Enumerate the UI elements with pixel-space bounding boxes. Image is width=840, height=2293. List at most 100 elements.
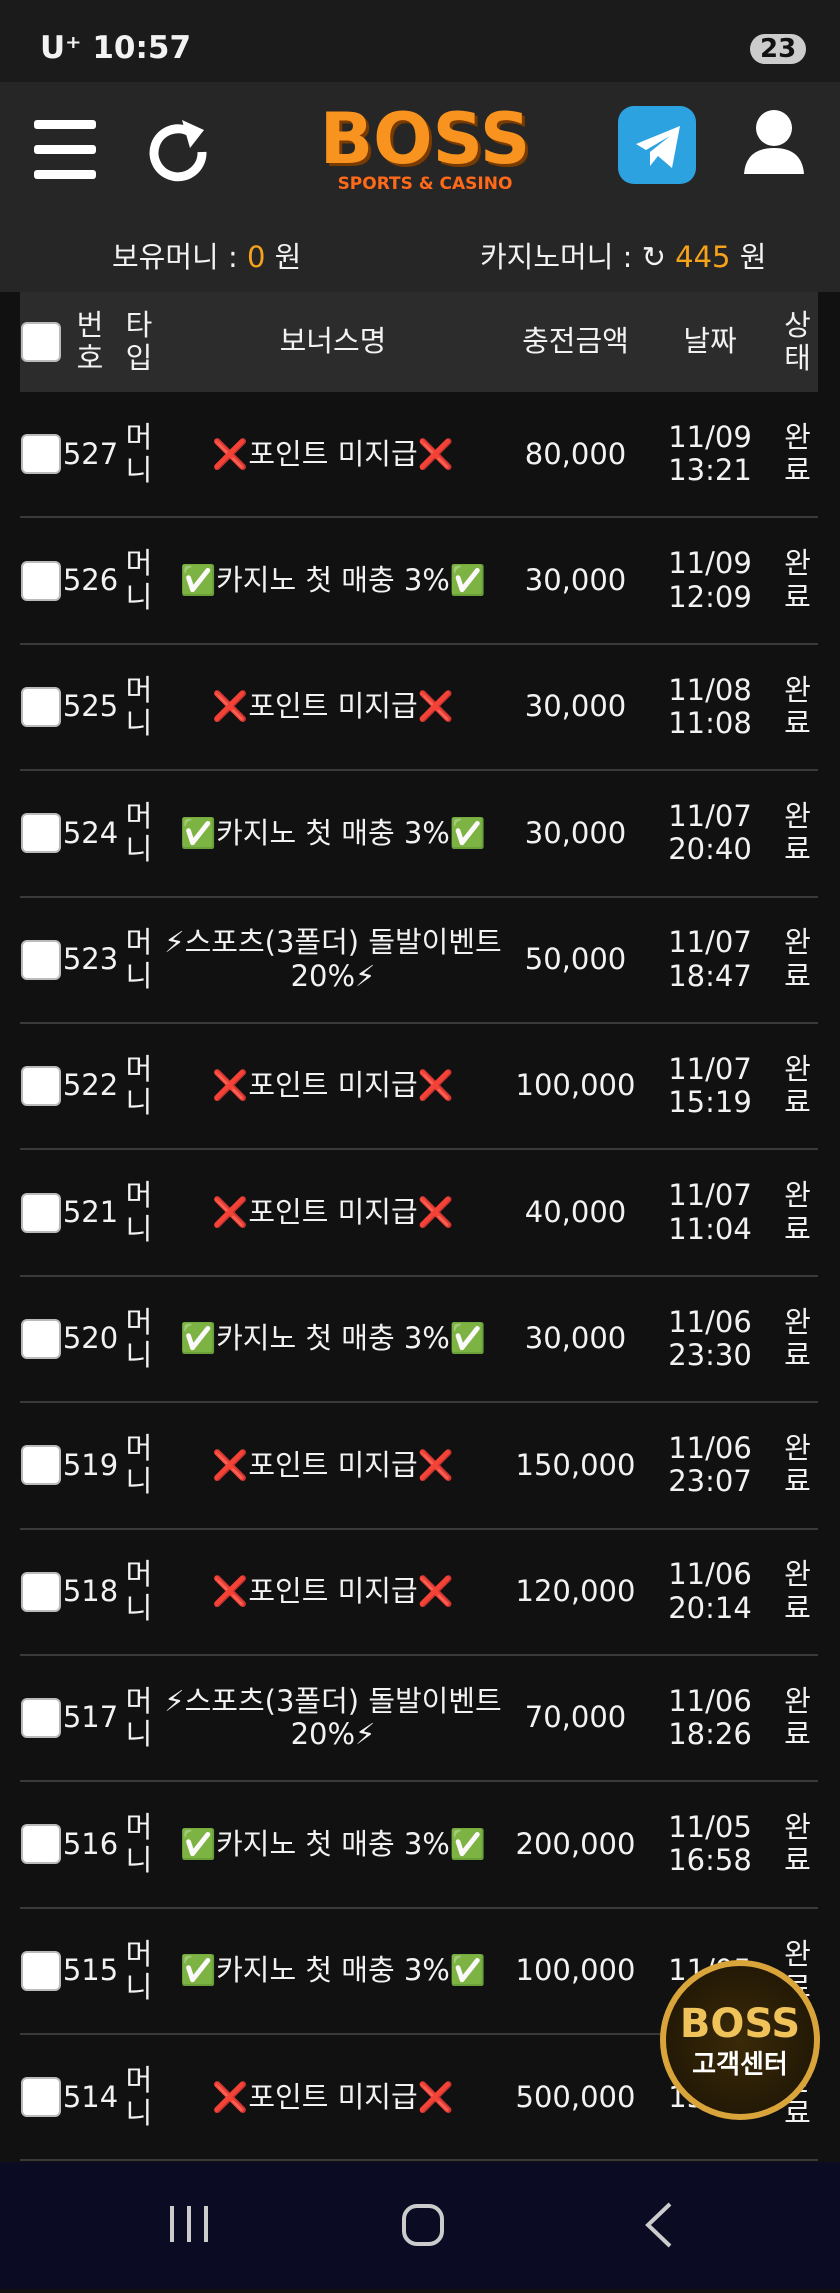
back-button[interactable] [645,2202,672,2248]
amount: 50,000 [524,942,627,977]
nav-buttons [170,2202,672,2248]
date: 11/09 [668,546,752,581]
checkbox[interactable] [20,560,61,601]
date-cell: 11/07 20:40 [643,771,777,895]
time: 20:14 [668,1590,752,1625]
col-header: 번호 [76,307,104,375]
checkbox[interactable] [20,1698,61,1739]
date-cell: 11/05 16:58 [643,1782,777,1906]
table-row: 522 머니 ❌포인트 미지급❌ 100,000 11/07 15:19 완료 [20,1024,818,1151]
refresh-icon[interactable] [149,120,207,182]
user-icon[interactable] [744,110,804,174]
bonus-name: ✅카지노 첫 매충 3%✅ [180,562,486,597]
checkbox[interactable] [20,1571,61,1612]
bonus-name: ✅카지노 첫 매충 3%✅ [180,1826,486,1861]
amount: 200,000 [515,1826,636,1861]
logo-sub: SPORTS & CASINO [337,174,513,194]
date: 11/08 [668,672,752,707]
table-header: 번호 타입 보너스명 충전금액 날짜 상태 [20,292,818,392]
col-header: 날짜 [683,324,737,359]
date: 11/07 [668,799,752,834]
table-row: 516 머니 ✅카지노 첫 매충 3%✅ 200,000 11/05 16:58 완료 [20,1782,818,1909]
recent-button[interactable] [170,2206,208,2242]
row-number: 523 [62,942,119,977]
amount: 0 [246,240,266,274]
checkbox[interactable] [20,939,61,980]
bonus-name: ❌포인트 미지급❌ [212,1447,454,1482]
date-cell: 11/07 15:19 [643,1024,777,1148]
bonus-name: ⚡스포츠(3폴더) 돌발이벤트20%⚡ [164,925,502,993]
date: 11/05 [668,1810,752,1845]
label: 카지노머니 : [480,240,633,274]
row-number: 525 [62,689,119,724]
checkbox[interactable] [20,1824,61,1865]
time: 20:40 [668,832,752,867]
support-badge[interactable]: BOSS 고객센터 [660,1960,820,2120]
amount: 80,000 [524,436,627,471]
row-type: 머니 [125,1178,153,1246]
casino-balance: 카지노머니 : ↻ 445 원 [480,240,767,274]
amount: 70,000 [524,1700,627,1735]
date-cell: 11/06 23:07 [643,1403,777,1527]
checkbox[interactable] [20,686,61,727]
time: 18:26 [668,1717,752,1752]
date: 11/06 [668,1430,752,1465]
date: 11/09 [668,419,752,454]
carrier: U⁺ [40,30,82,66]
checkbox[interactable] [20,1318,61,1359]
row-number: 517 [62,1700,119,1735]
cell [20,1530,61,1654]
table-row: 526 머니 ✅카지노 첫 매충 3%✅ 30,000 11/09 12:09 완료 [20,518,818,645]
label: 보유머니 : [112,240,238,274]
row-type: 머니 [125,799,153,867]
cell [20,771,61,895]
checkbox[interactable] [20,1950,61,1991]
table-row: 517 머니 ⚡스포츠(3폴더) 돌발이벤트20%⚡ 70,000 11/06 18:26… [20,1656,818,1783]
menu-icon[interactable] [34,120,96,179]
time: 10:57 [92,30,192,66]
checkbox-all[interactable] [20,322,61,362]
telegram-icon[interactable] [618,106,696,184]
status: 완료 [784,546,811,614]
cash-balance: 보유머니 : 0 원 [112,234,301,276]
time: 11:04 [668,1211,752,1246]
date: 11/07 [668,1051,752,1086]
date: 11/06 [668,1304,752,1339]
row-type: 머니 [125,546,153,614]
bonus-name: ✅카지노 첫 매충 3%✅ [180,815,486,850]
row-type: 머니 [125,1683,153,1752]
row-number: 522 [62,1068,119,1103]
checkbox[interactable] [20,813,61,854]
table-row: 524 머니 ✅카지노 첫 매충 3%✅ 30,000 11/07 20:40 완료 [20,771,818,898]
row-number: 521 [62,1194,119,1229]
row-type: 머니 [125,1051,153,1120]
row-type: 머니 [125,1557,153,1625]
checkbox[interactable] [20,434,61,475]
row-type: 머니 [125,1936,153,2004]
col-header: 타입 [125,307,153,375]
table-row: 523 머니 ⚡스포츠(3폴더) 돌발이벤트20%⚡ 50,000 11/07 18:47… [20,898,818,1024]
date-cell: 11/08 11:08 [643,645,777,769]
checkbox[interactable] [20,1192,61,1233]
checkbox[interactable] [20,2077,61,2118]
unit: 원 [274,240,302,274]
table-row: 525 머니 ❌포인트 미지급❌ 30,000 11/08 11:08 완료 [20,645,818,772]
row-number: 515 [62,1953,119,1988]
cell [20,1150,61,1274]
checkbox[interactable] [20,1066,61,1107]
home-button[interactable] [402,2204,444,2246]
logo[interactable]: BOSS SPORTS & CASINO [290,104,560,194]
cell [20,292,61,392]
table-row: 518 머니 ❌포인트 미지급❌ 120,000 11/06 20:14 완료 [20,1530,818,1656]
time: 23:30 [668,1337,752,1372]
badge-label: 고객센터 [692,2050,788,2080]
row-number: 514 [62,2079,119,2114]
date-cell: 11/07 11:04 [643,1150,777,1274]
row-number: 524 [62,815,119,850]
date-cell: 11/06 20:14 [643,1530,777,1654]
checkbox[interactable] [20,1445,61,1486]
amount: 120,000 [515,1574,636,1609]
